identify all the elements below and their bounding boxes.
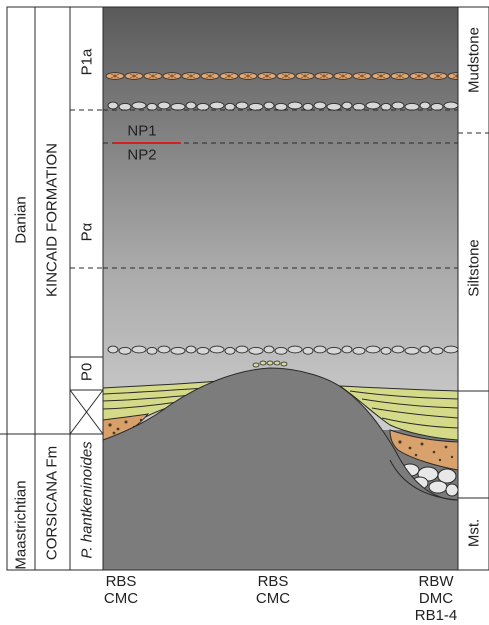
pebble (170, 346, 186, 355)
pebble (274, 102, 288, 111)
concretion-mark (414, 73, 424, 79)
pebble (287, 345, 303, 354)
pebble (430, 346, 444, 355)
pebble (185, 101, 197, 110)
pebble (107, 101, 119, 110)
bottom-label-center: RBS CMC (255, 573, 291, 607)
pebble (224, 346, 236, 355)
concretion-mark (433, 73, 443, 79)
pebble (146, 346, 158, 355)
hiatus-box (69, 389, 104, 435)
concretion-mark (148, 73, 158, 79)
concretion-mark (338, 73, 348, 79)
biozone-palpha-label: Pα (78, 222, 96, 242)
pebble (248, 346, 264, 355)
pebble (196, 346, 210, 355)
pebble (118, 346, 132, 355)
concretion-mark (186, 73, 196, 79)
concretion-mark (224, 73, 234, 79)
pebble (118, 102, 132, 111)
pebble (209, 101, 225, 110)
concretion-mark (357, 73, 367, 79)
pebble (157, 101, 171, 110)
formation-kincaid-label: KINCAID FORMATION (43, 143, 61, 297)
pebble (146, 102, 158, 111)
bottom-label-right: RBW DMC RB1-4 (414, 573, 458, 624)
lithology-mudstone-label: Mudstone (465, 27, 483, 93)
pebble (352, 346, 366, 355)
pebble (380, 346, 392, 355)
concretion-mark (243, 73, 253, 79)
pebble (419, 345, 431, 354)
concretion-mark (300, 73, 310, 79)
pebble (263, 345, 275, 354)
biozone-p0-label: P0 (78, 362, 96, 382)
pebble (419, 101, 431, 110)
pebble (365, 345, 381, 354)
biozone-hantkeninoides-label: P. hantkeninoides (78, 441, 96, 559)
pebble (404, 102, 420, 111)
pebble (341, 101, 353, 110)
concretion-mark (129, 73, 139, 79)
pebble (235, 345, 249, 354)
lithology-column (457, 6, 489, 571)
pebble (443, 101, 458, 110)
mound (103, 367, 458, 570)
concretion-mark (281, 73, 291, 79)
pebble (380, 102, 392, 111)
pebble (209, 345, 225, 354)
pebble (313, 101, 327, 110)
lithology-siltstone-label: Siltstone (465, 239, 483, 297)
concretion-mark (452, 73, 458, 79)
pebble (131, 101, 147, 110)
pebble (157, 345, 171, 354)
pebble (391, 101, 405, 110)
lithology-mst-label: Mst. (465, 518, 483, 548)
pebble (263, 101, 275, 110)
pebble (107, 345, 119, 354)
concretion (447, 72, 458, 80)
pebble (443, 345, 458, 354)
pebble (302, 346, 314, 355)
pebble (302, 102, 314, 111)
pebble (287, 101, 303, 110)
pebble (404, 346, 420, 355)
pebble (365, 101, 381, 110)
pebble (326, 346, 342, 355)
biozone-p1a-label: P1a (78, 48, 96, 76)
pebble (185, 345, 197, 354)
pebble (131, 345, 147, 354)
np1-label: NP1 (127, 122, 157, 140)
pebble-band-lower (107, 345, 458, 355)
concretion-mark (262, 73, 272, 79)
pebble (235, 101, 249, 110)
pebble (274, 346, 288, 355)
formation-corsicana-label: CORSICANA Fm (43, 445, 61, 561)
concretion-band (105, 72, 458, 80)
concretion-mark (167, 73, 177, 79)
pebble (196, 102, 210, 111)
mound-nodules (252, 360, 288, 368)
stage-maastrichtian-label: Maastrichtian (12, 480, 30, 570)
np2-label: NP2 (127, 146, 157, 164)
concretion-mark (395, 73, 405, 79)
pebble (430, 102, 444, 111)
pebble (313, 345, 327, 354)
concretion-mark (205, 73, 215, 79)
stage-danian-label: Danian (12, 196, 30, 244)
concretion-mark (376, 73, 386, 79)
pebble (248, 102, 264, 111)
pebble (341, 345, 353, 354)
pebble (326, 102, 342, 111)
concretion-mark (110, 73, 120, 79)
bottom-label-left: RBS CMC (103, 573, 139, 607)
pebble (352, 102, 366, 111)
right-sand-lens (338, 385, 458, 441)
pebble (391, 345, 405, 354)
pebble (170, 102, 186, 111)
pebble (224, 102, 236, 111)
concretion-mark (319, 73, 329, 79)
